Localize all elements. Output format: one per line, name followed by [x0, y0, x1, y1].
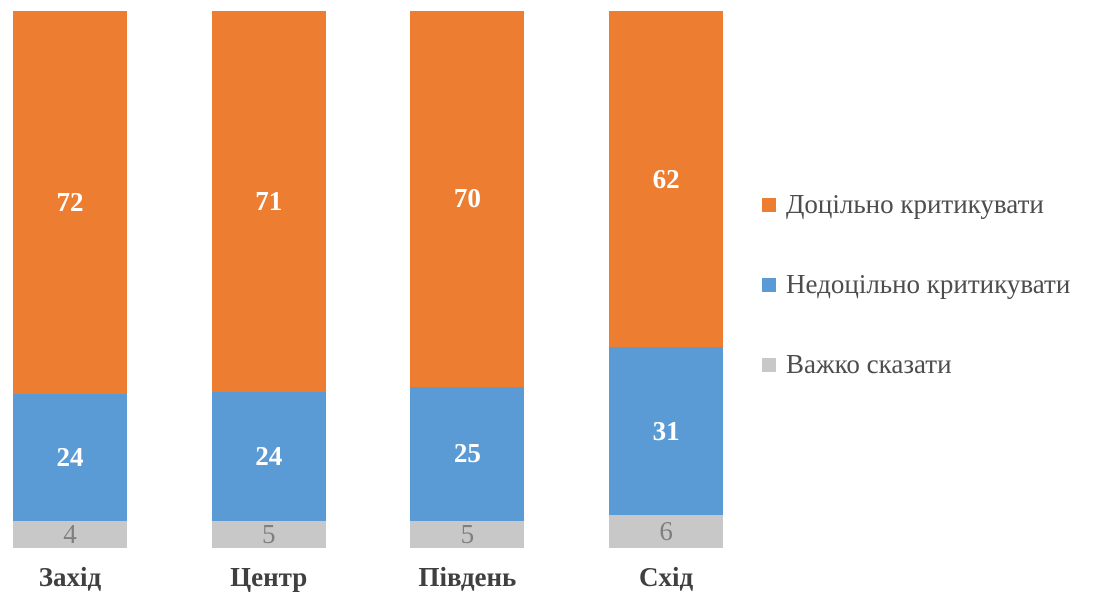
legend-item-1: Доцільно критикувати: [762, 190, 1070, 219]
bar-segment-series-2: 24: [211, 392, 326, 521]
category-label: Південь: [418, 562, 517, 592]
value-label: 4: [63, 519, 77, 549]
bar-column-2: 71 24 5: [211, 11, 326, 549]
bar-segment-series-2: 25: [410, 386, 525, 521]
legend-label: Важко сказати: [786, 349, 952, 379]
legend-label: Недоцільно критикувати: [786, 269, 1071, 299]
bar-segment-series-3: 5: [211, 519, 326, 549]
bar-column-1: 72 24 4: [13, 11, 127, 548]
legend: Доцільно критикувати Недоцільно критикува…: [762, 190, 1070, 379]
bar-segment-series-3: 5: [410, 519, 525, 549]
category-label: Схід: [639, 562, 694, 592]
legend-item-2: Недоцільно критикувати: [762, 270, 1070, 299]
bar-column-4: 62 31 6: [609, 11, 724, 548]
legend-item-3: Важко сказати: [762, 350, 1070, 379]
legend-swatch-icon: [762, 197, 776, 212]
value-label: 31: [652, 415, 680, 446]
value-label: 62: [652, 163, 680, 194]
bar-segment-series-3: 4: [13, 521, 127, 548]
bar-segment-series-3: 6: [609, 515, 724, 548]
value-label: 6: [659, 516, 673, 547]
value-label: 72: [56, 186, 84, 217]
value-label: 5: [460, 519, 475, 549]
value-label: 25: [453, 438, 481, 469]
bar-segment-series-2: 31: [609, 347, 724, 516]
legend-swatch-icon: [762, 277, 776, 292]
value-label: 24: [56, 441, 84, 472]
plot-area: 72 24 4 Захід 71 24 5 Центр 70 25 5 Південь 62 31 6 Схі…: [13, 11, 724, 592]
value-label: 71: [255, 186, 283, 217]
bar-segment-series-1: 72: [13, 11, 127, 394]
bar-segment-series-1: 71: [211, 11, 326, 393]
bar-segment-series-1: 62: [609, 11, 724, 348]
bar-segment-series-2: 24: [13, 393, 127, 521]
category-label: Захід: [38, 562, 102, 592]
value-label: 5: [261, 519, 276, 549]
value-label: 24: [255, 441, 283, 472]
bar-column-3: 70 25 5: [410, 11, 525, 549]
value-label: 70: [453, 183, 481, 214]
bar-segment-series-1: 70: [410, 11, 525, 387]
category-label: Центр: [230, 562, 308, 592]
legend-label: Доцільно критикувати: [786, 189, 1044, 219]
legend-swatch-icon: [762, 357, 776, 372]
